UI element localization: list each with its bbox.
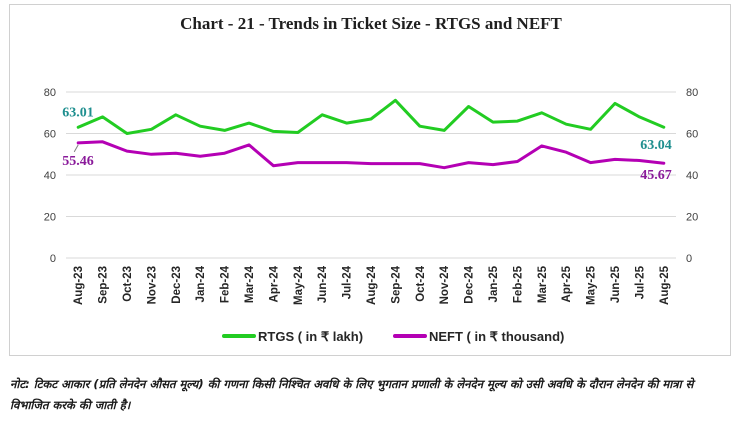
x-tick-label: Dec-23 <box>171 266 183 304</box>
x-tick-label: Apr-25 <box>561 265 573 302</box>
y-tick-right-60: 60 <box>686 129 698 141</box>
x-tick-label: Sep-23 <box>98 266 110 304</box>
x-tick-label: May-24 <box>293 265 305 305</box>
x-tick-label: May-25 <box>586 265 598 305</box>
x-tick-label: Aug-25 <box>659 265 671 305</box>
y-tick-left-80: 80 <box>44 87 56 99</box>
legend: RTGS ( in ₹ lakh) NEFT ( in ₹ thousand) <box>222 329 564 344</box>
x-tick-label: Feb-25 <box>512 265 524 303</box>
x-tick-label: Sep-24 <box>390 265 402 303</box>
line-chart: Chart - 21 - Trends in Ticket Size - RTG… <box>44 14 699 344</box>
x-tick-label: Feb-24 <box>220 265 232 303</box>
y-tick-left-0: 0 <box>50 253 56 265</box>
y-tick-right-20: 20 <box>686 212 698 224</box>
chart-title: Chart - 21 - Trends in Ticket Size - RTG… <box>180 14 562 33</box>
y-tick-left-40: 40 <box>44 170 56 182</box>
x-tick-label: Apr-24 <box>268 265 280 302</box>
y-tick-right-40: 40 <box>686 170 698 182</box>
series-line-neft <box>76 140 666 170</box>
x-tick-label: Mar-24 <box>244 265 256 303</box>
y-tick-right-80: 80 <box>686 87 698 99</box>
y-tick-left-20: 20 <box>44 212 56 224</box>
x-tick-label: Jun-25 <box>610 265 622 303</box>
x-tick-label: Nov-24 <box>439 265 451 304</box>
data-label: 63.04 <box>640 138 672 153</box>
data-label: 63.01 <box>62 105 93 120</box>
legend-label-rtgs: RTGS ( in ₹ lakh) <box>258 329 363 344</box>
x-tick-label: Aug-24 <box>366 265 378 305</box>
data-label: 55.46 <box>62 154 93 169</box>
x-tick-label: Jul-25 <box>634 265 646 299</box>
x-tick-label: Aug-23 <box>73 266 85 305</box>
x-tick-label: Oct-24 <box>415 265 427 301</box>
x-tick-label: Jan-25 <box>488 265 500 302</box>
x-tick-label: Nov-23 <box>146 266 158 304</box>
x-tick-label: Jul-24 <box>342 265 354 299</box>
x-tick-label: Dec-24 <box>464 265 476 303</box>
footnote: नोट: टिकट आकार (प्रति लेनदेन औसत मूल्य) … <box>10 377 694 412</box>
x-tick-label: Mar-25 <box>537 265 549 303</box>
data-label: 45.67 <box>640 168 672 183</box>
x-tick-label: Jun-24 <box>317 265 329 303</box>
x-tick-label: Oct-23 <box>122 266 134 302</box>
data-label-leader <box>73 144 79 153</box>
legend-label-neft: NEFT ( in ₹ thousand) <box>429 329 564 344</box>
chart-frame: Chart - 21 - Trends in Ticket Size - RTG… <box>9 4 731 356</box>
y-tick-right-0: 0 <box>686 253 692 265</box>
x-tick-label: Jan-24 <box>195 265 207 302</box>
series-line-rtgs <box>76 98 666 135</box>
y-tick-left-60: 60 <box>44 129 56 141</box>
